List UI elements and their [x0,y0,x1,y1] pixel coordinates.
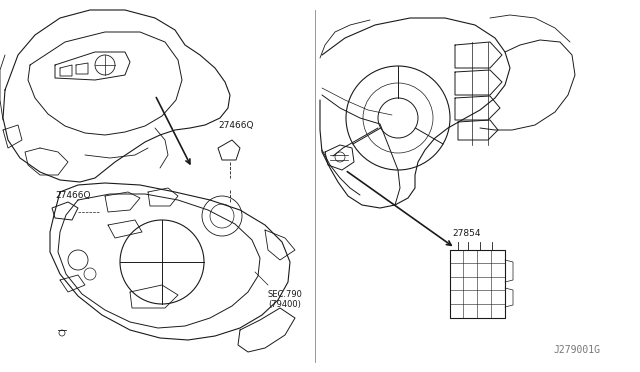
Text: SEC.790
(79400): SEC.790 (79400) [268,290,303,310]
Text: J279001G: J279001G [553,345,600,355]
Text: 27466Q: 27466Q [55,191,90,200]
Text: 27854: 27854 [452,229,481,238]
Text: 27466Q: 27466Q [218,121,253,130]
